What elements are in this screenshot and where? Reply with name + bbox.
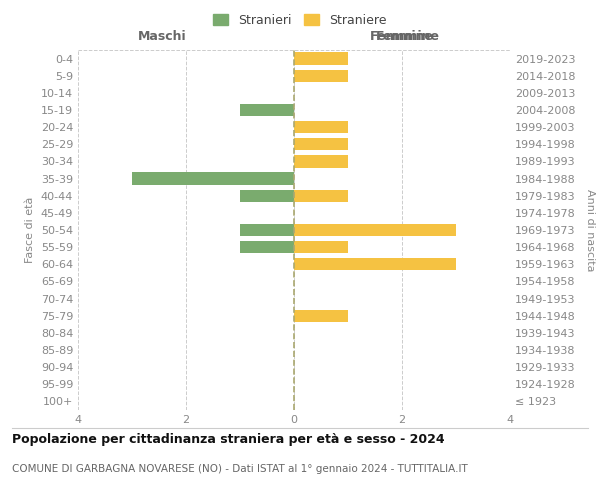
Bar [294,52,348,64]
Bar [294,121,348,134]
Bar [294,190,348,202]
Text: Femmine: Femmine [370,30,434,43]
Bar [294,310,348,322]
Text: Maschi: Maschi [137,30,187,43]
Legend: Stranieri, Straniere: Stranieri, Straniere [208,8,392,32]
Bar [132,172,294,184]
Text: Popolazione per cittadinanza straniera per età e sesso - 2024: Popolazione per cittadinanza straniera p… [12,432,445,446]
Bar [294,70,348,82]
Text: COMUNE DI GARBAGNA NOVARESE (NO) - Dati ISTAT al 1° gennaio 2024 - TUTTITALIA.IT: COMUNE DI GARBAGNA NOVARESE (NO) - Dati … [12,464,468,474]
Bar [240,104,294,116]
Bar [294,241,348,254]
Y-axis label: Anni di nascita: Anni di nascita [585,188,595,271]
Bar [240,224,294,236]
Bar [240,190,294,202]
Bar [294,138,348,150]
Bar [240,241,294,254]
Bar [294,156,348,168]
Bar [294,258,456,270]
Text: Femmine: Femmine [376,30,440,43]
Bar [294,224,456,236]
Y-axis label: Fasce di età: Fasce di età [25,197,35,263]
